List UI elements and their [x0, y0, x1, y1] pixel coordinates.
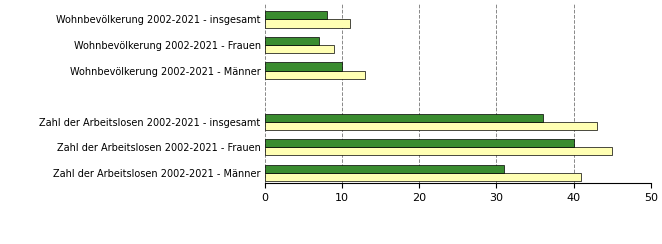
Bar — [265, 37, 319, 45]
Bar — [265, 11, 326, 20]
Bar — [265, 139, 574, 147]
Bar — [265, 62, 342, 71]
Bar — [265, 147, 612, 155]
Bar — [265, 173, 581, 181]
Bar — [265, 20, 350, 28]
Bar — [265, 122, 596, 130]
Bar — [265, 45, 334, 53]
Bar — [265, 71, 365, 79]
Bar — [265, 165, 504, 173]
Bar — [265, 113, 543, 122]
